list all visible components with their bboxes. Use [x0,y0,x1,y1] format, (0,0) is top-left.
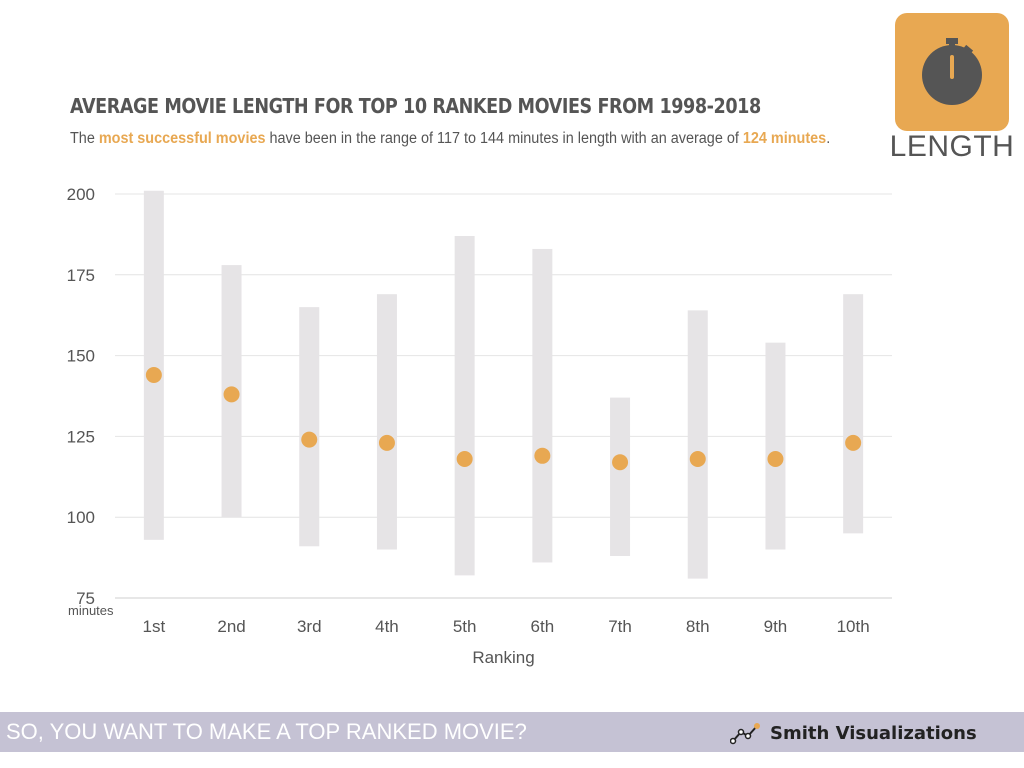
average-point [223,386,240,403]
x-tick-label: 10th [837,617,870,636]
x-tick-label: 4th [375,617,399,636]
range-bar [532,248,553,563]
average-point [145,366,162,383]
average-point [767,451,784,468]
y-tick-label: 150 [67,347,95,366]
subtitle-text-2: have been in the range of 117 to 144 min… [265,130,743,147]
average-point [612,454,629,471]
y-axis-label: minutes [68,603,114,618]
length-chart: 75 100 125 150 175 200 minutes 1st 2nd 3rd 4th 5th 6… [67,185,892,667]
range-bar [765,342,786,550]
x-tick-label: 1st [143,617,166,636]
average-point [301,431,318,448]
range-bar [610,397,631,556]
subtitle-highlight-1: most successful movies [98,130,266,147]
x-tick-label: 3rd [297,617,322,636]
y-tick-label: 200 [67,185,95,204]
brand: Smith Visualizations [730,720,977,746]
badge-label: LENGTH [889,130,1015,163]
brand-name: Smith Visualizations [770,722,977,744]
y-tick-label: 100 [67,508,95,527]
line-chart-icon [730,723,760,745]
range-bar [143,190,164,540]
subtitle-highlight-2: 124 minutes [742,130,827,147]
average-point [689,451,706,468]
x-axis-label: Ranking [472,648,534,667]
x-tick-label: 5th [453,617,477,636]
x-tick-label: 7th [608,617,632,636]
range-bar [376,294,397,550]
x-tick-label: 9th [764,617,788,636]
y-tick-label: 75 [76,589,95,608]
range-bar [843,294,864,534]
range-bar [454,236,475,576]
average-point [456,451,473,468]
x-tick-label: 6th [531,617,555,636]
x-tick-label: 2nd [217,617,245,636]
subtitle-text-3: . [826,130,831,147]
footer-bar: SO, YOU WANT TO MAKE A TOP RANKED MOVIE?… [0,712,1024,752]
average-point [845,434,862,451]
average-point [534,447,551,464]
subtitle-text-1: The [70,130,99,147]
range-bar [687,310,708,579]
y-tick-label: 175 [67,266,95,285]
y-tick-label: 125 [67,427,95,446]
chart-title: AVERAGE MOVIE LENGTH FOR TOP 10 RANKED M… [70,94,761,118]
range-bar [299,307,320,547]
length-badge [895,13,1009,131]
stopwatch-icon [922,38,982,105]
footer-text: SO, YOU WANT TO MAKE A TOP RANKED MOVIE? [6,719,527,744]
x-tick-label: 8th [686,617,710,636]
average-point [378,434,395,451]
chart-subtitle: The most successful movies have been in … [70,130,830,148]
